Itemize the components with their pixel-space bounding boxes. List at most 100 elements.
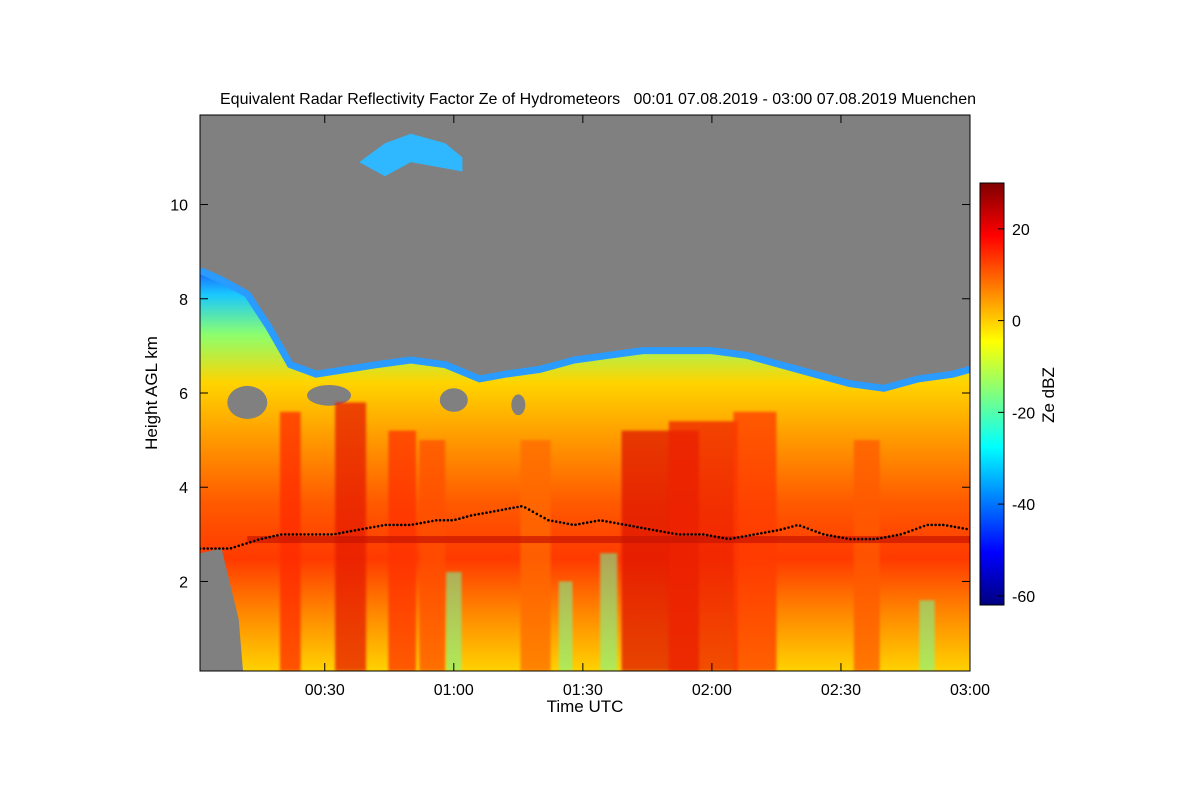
cloud-base-point (562, 521, 566, 525)
cloud-base-point (593, 519, 597, 523)
cloud-base-point (558, 521, 562, 524)
cloud-base-point (632, 525, 635, 528)
cloud-base-point (829, 534, 833, 537)
cloud-base-point (787, 526, 790, 529)
cloud-base-point (740, 535, 744, 538)
cloud-base-point (876, 537, 879, 540)
cloud-base-point (427, 520, 430, 523)
cloud-base-point (694, 533, 697, 536)
cloud-base-point (372, 525, 376, 529)
cloud-base-point (326, 533, 330, 536)
cloud-base-point (531, 510, 535, 513)
cloud-base-point (523, 506, 527, 509)
cloud-base-point (895, 533, 899, 537)
cloud-base-point (957, 526, 961, 529)
cloud-top-edge (200, 267, 970, 392)
cloud-base-point (771, 529, 775, 533)
cloud-base-point (891, 534, 895, 538)
cloud-base-point (833, 535, 837, 538)
colorbar-fill (979, 182, 1005, 606)
cloud-base-point (252, 539, 256, 543)
cloud-base-point (206, 547, 209, 550)
cloud-base-point (202, 547, 206, 550)
cloud-base-point (674, 532, 678, 536)
cloud-base-point (388, 523, 392, 527)
cloud-base-point (825, 533, 829, 537)
x-axis: 00:30 01:00 01:30 02:00 02:30 03:00 (305, 115, 990, 699)
cloud-base-point (783, 527, 786, 530)
rain-shaft (668, 421, 738, 671)
echo-gap (439, 388, 468, 412)
weak-echo (919, 600, 935, 671)
cloud-base-point (458, 517, 461, 520)
cloud-base-point (431, 519, 434, 523)
cloud-base-point (489, 510, 492, 514)
cloud-base-point (907, 530, 910, 533)
cloud-base-point (423, 521, 426, 524)
cloud-base-point (527, 508, 531, 511)
cloud-base-point (845, 537, 848, 540)
cloud-base-point (822, 532, 825, 536)
cloud-base-point (280, 533, 283, 536)
cloud-base-point (748, 534, 752, 537)
cloud-base-point (272, 534, 275, 538)
cloud-base-point (307, 533, 310, 536)
cloud-base-point (256, 538, 260, 541)
y-axis-label: Height AGL km (142, 336, 161, 450)
weak-echo (558, 581, 573, 671)
cloud-base-point (725, 537, 728, 540)
cloud-base-point (624, 523, 628, 527)
cloud-base-point (856, 537, 860, 541)
cloud-base-point (655, 529, 659, 532)
cloud-base-point (899, 533, 902, 536)
cloud-base-point (454, 518, 457, 521)
cloud-base-point (663, 530, 666, 534)
cloud-base-point (516, 505, 519, 509)
cloud-base-point (303, 533, 306, 536)
cloud-base-point (392, 523, 395, 527)
cloud-base-point (698, 533, 701, 536)
cloud-base-point (403, 523, 407, 527)
cloud-base-markers (200, 505, 968, 550)
cloud-base-point (225, 547, 229, 550)
cloud-base-point (384, 523, 388, 527)
cloud-base-point (802, 525, 806, 529)
cloud-base-point (585, 521, 589, 524)
rain-shaft (388, 430, 416, 671)
cloud-base-point (864, 537, 868, 541)
cloud-base-point (837, 535, 841, 539)
cloud-base-point (465, 515, 469, 518)
cloud-base-point (752, 533, 755, 536)
cloud-base-point (709, 534, 713, 538)
y-tick-label: 8 (179, 292, 188, 309)
colorbar-label: Ze dBZ (1039, 367, 1058, 423)
no-echo-area (200, 548, 244, 671)
cloud-base-point (442, 518, 446, 522)
cloud-base-point (369, 526, 372, 529)
cloud-base-point (473, 513, 477, 517)
cloud-base-point (469, 514, 473, 517)
cloud-base-point (345, 530, 349, 534)
cloud-base-point (434, 519, 438, 522)
cloud-base-point (318, 533, 322, 536)
cloud-base-point (729, 537, 732, 541)
cloud-base-point (264, 536, 268, 540)
cloud-base-point (512, 506, 515, 510)
colorbar-ticks: 20 0 -20 -40 -60 (998, 222, 1035, 606)
cloud-base-point (918, 526, 922, 529)
cloud-base-point (640, 526, 643, 530)
cloud-base-point (492, 510, 496, 513)
cloud-base-point (357, 528, 361, 531)
cloud-base-point (570, 523, 573, 526)
cloud-base-point (810, 528, 813, 532)
y-tick-label: 10 (170, 198, 188, 215)
cloud-base-point (713, 535, 717, 538)
cloud-base-point (551, 519, 554, 523)
cloud-base-point (582, 522, 585, 525)
cloud-base-point (299, 533, 303, 536)
cloud-base-point (481, 512, 484, 515)
cloud-base-point (914, 527, 918, 531)
cloud-base-point (376, 524, 380, 528)
colorbar-tick-label: -20 (1012, 405, 1035, 422)
cloud-base-point (554, 520, 558, 523)
